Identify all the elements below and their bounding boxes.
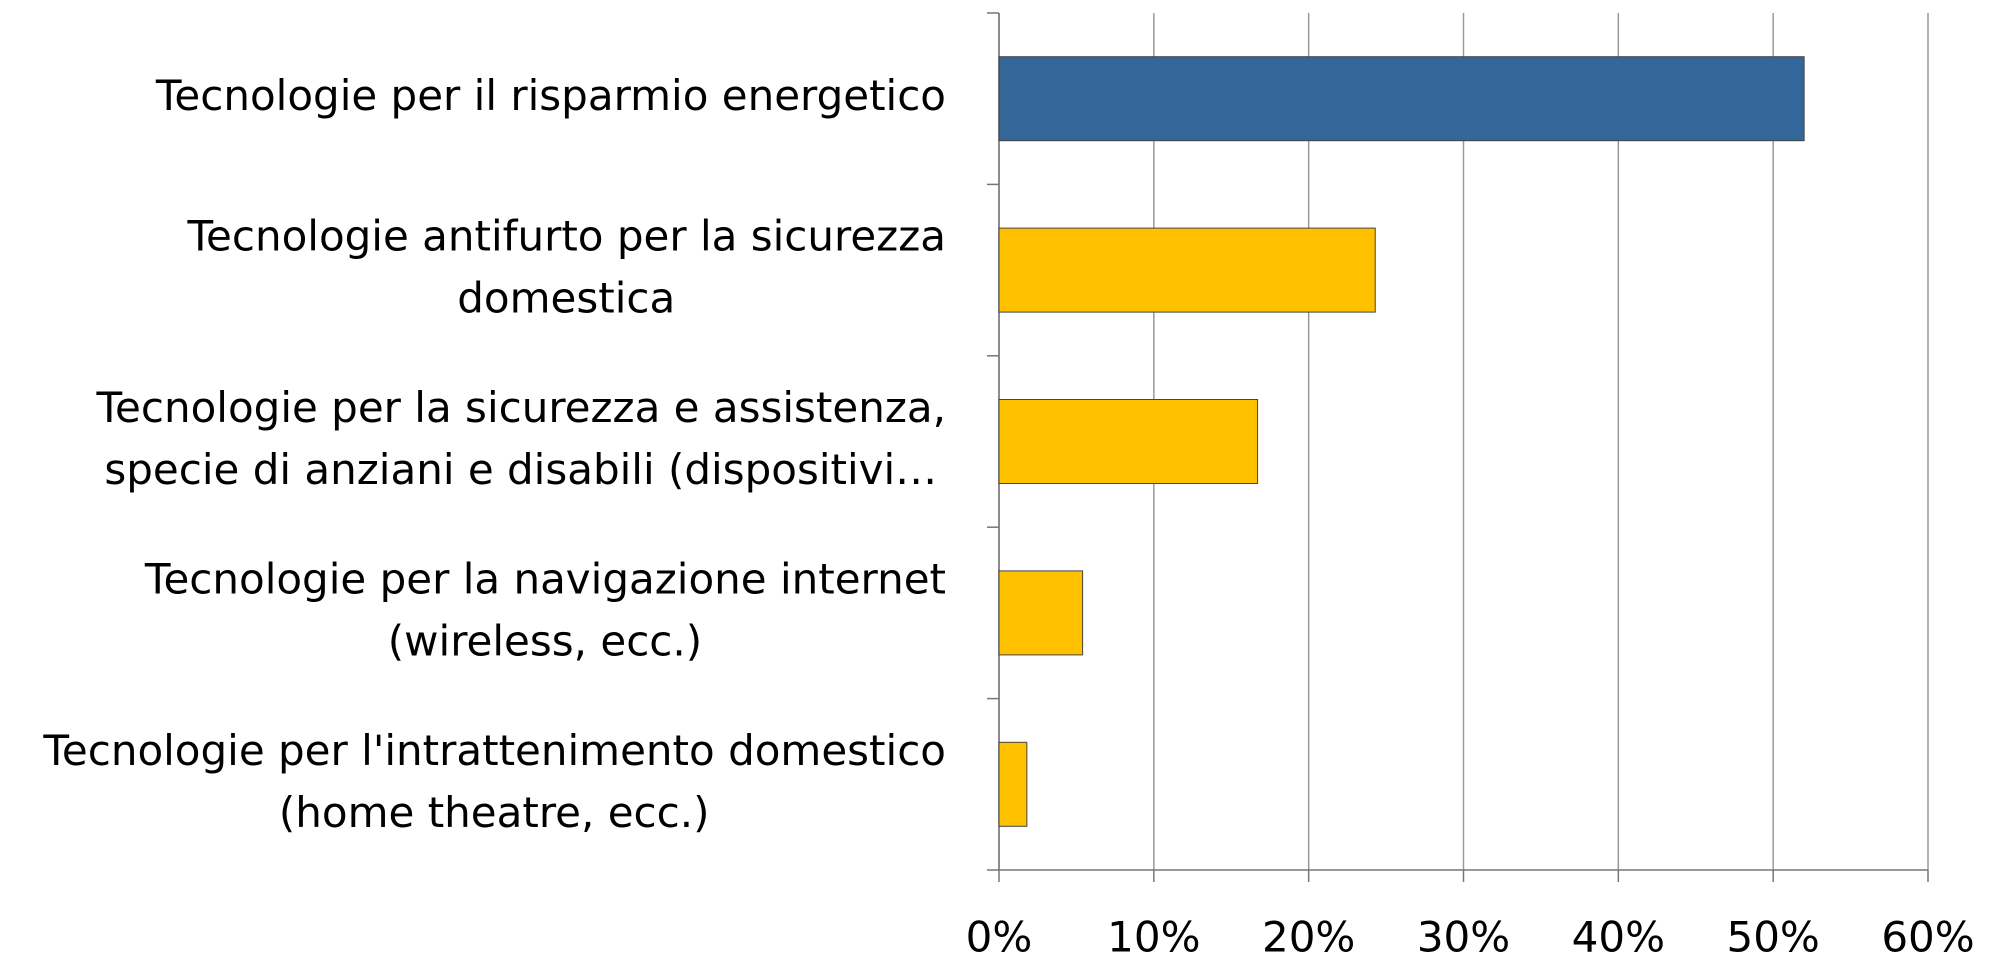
x-tick-label: 50% xyxy=(1726,913,1819,958)
bar xyxy=(998,56,1805,142)
y-tick-label: (home theatre, ecc.) xyxy=(279,788,710,837)
y-tick-label: specie di anziani e disabili (dispositiv… xyxy=(104,445,937,494)
y-tick-label: Tecnologie per la sicurezza e assistenza… xyxy=(96,383,946,432)
bar xyxy=(998,399,1259,484)
y-tick-label: domestica xyxy=(457,274,675,323)
bar xyxy=(998,570,1084,656)
bar xyxy=(998,227,1376,313)
y-tick-label: Tecnologie per la navigazione internet xyxy=(144,554,946,603)
x-tick-label: 30% xyxy=(1417,913,1510,958)
x-tick-label: 10% xyxy=(1107,913,1200,958)
y-tick-label: Tecnologie per il risparmio energetico xyxy=(155,71,946,120)
x-tick-label: 20% xyxy=(1262,913,1355,958)
x-tick-label: 0% xyxy=(966,913,1033,958)
y-tick-label: (wireless, ecc.) xyxy=(388,616,702,665)
bar xyxy=(998,741,1028,827)
x-tick-label: 40% xyxy=(1572,913,1665,958)
y-tick-label: Tecnologie antifurto per la sicurezza xyxy=(187,212,946,261)
y-tick-label: Tecnologie per l'intrattenimento domesti… xyxy=(42,726,946,775)
x-tick-label: 60% xyxy=(1881,913,1974,958)
